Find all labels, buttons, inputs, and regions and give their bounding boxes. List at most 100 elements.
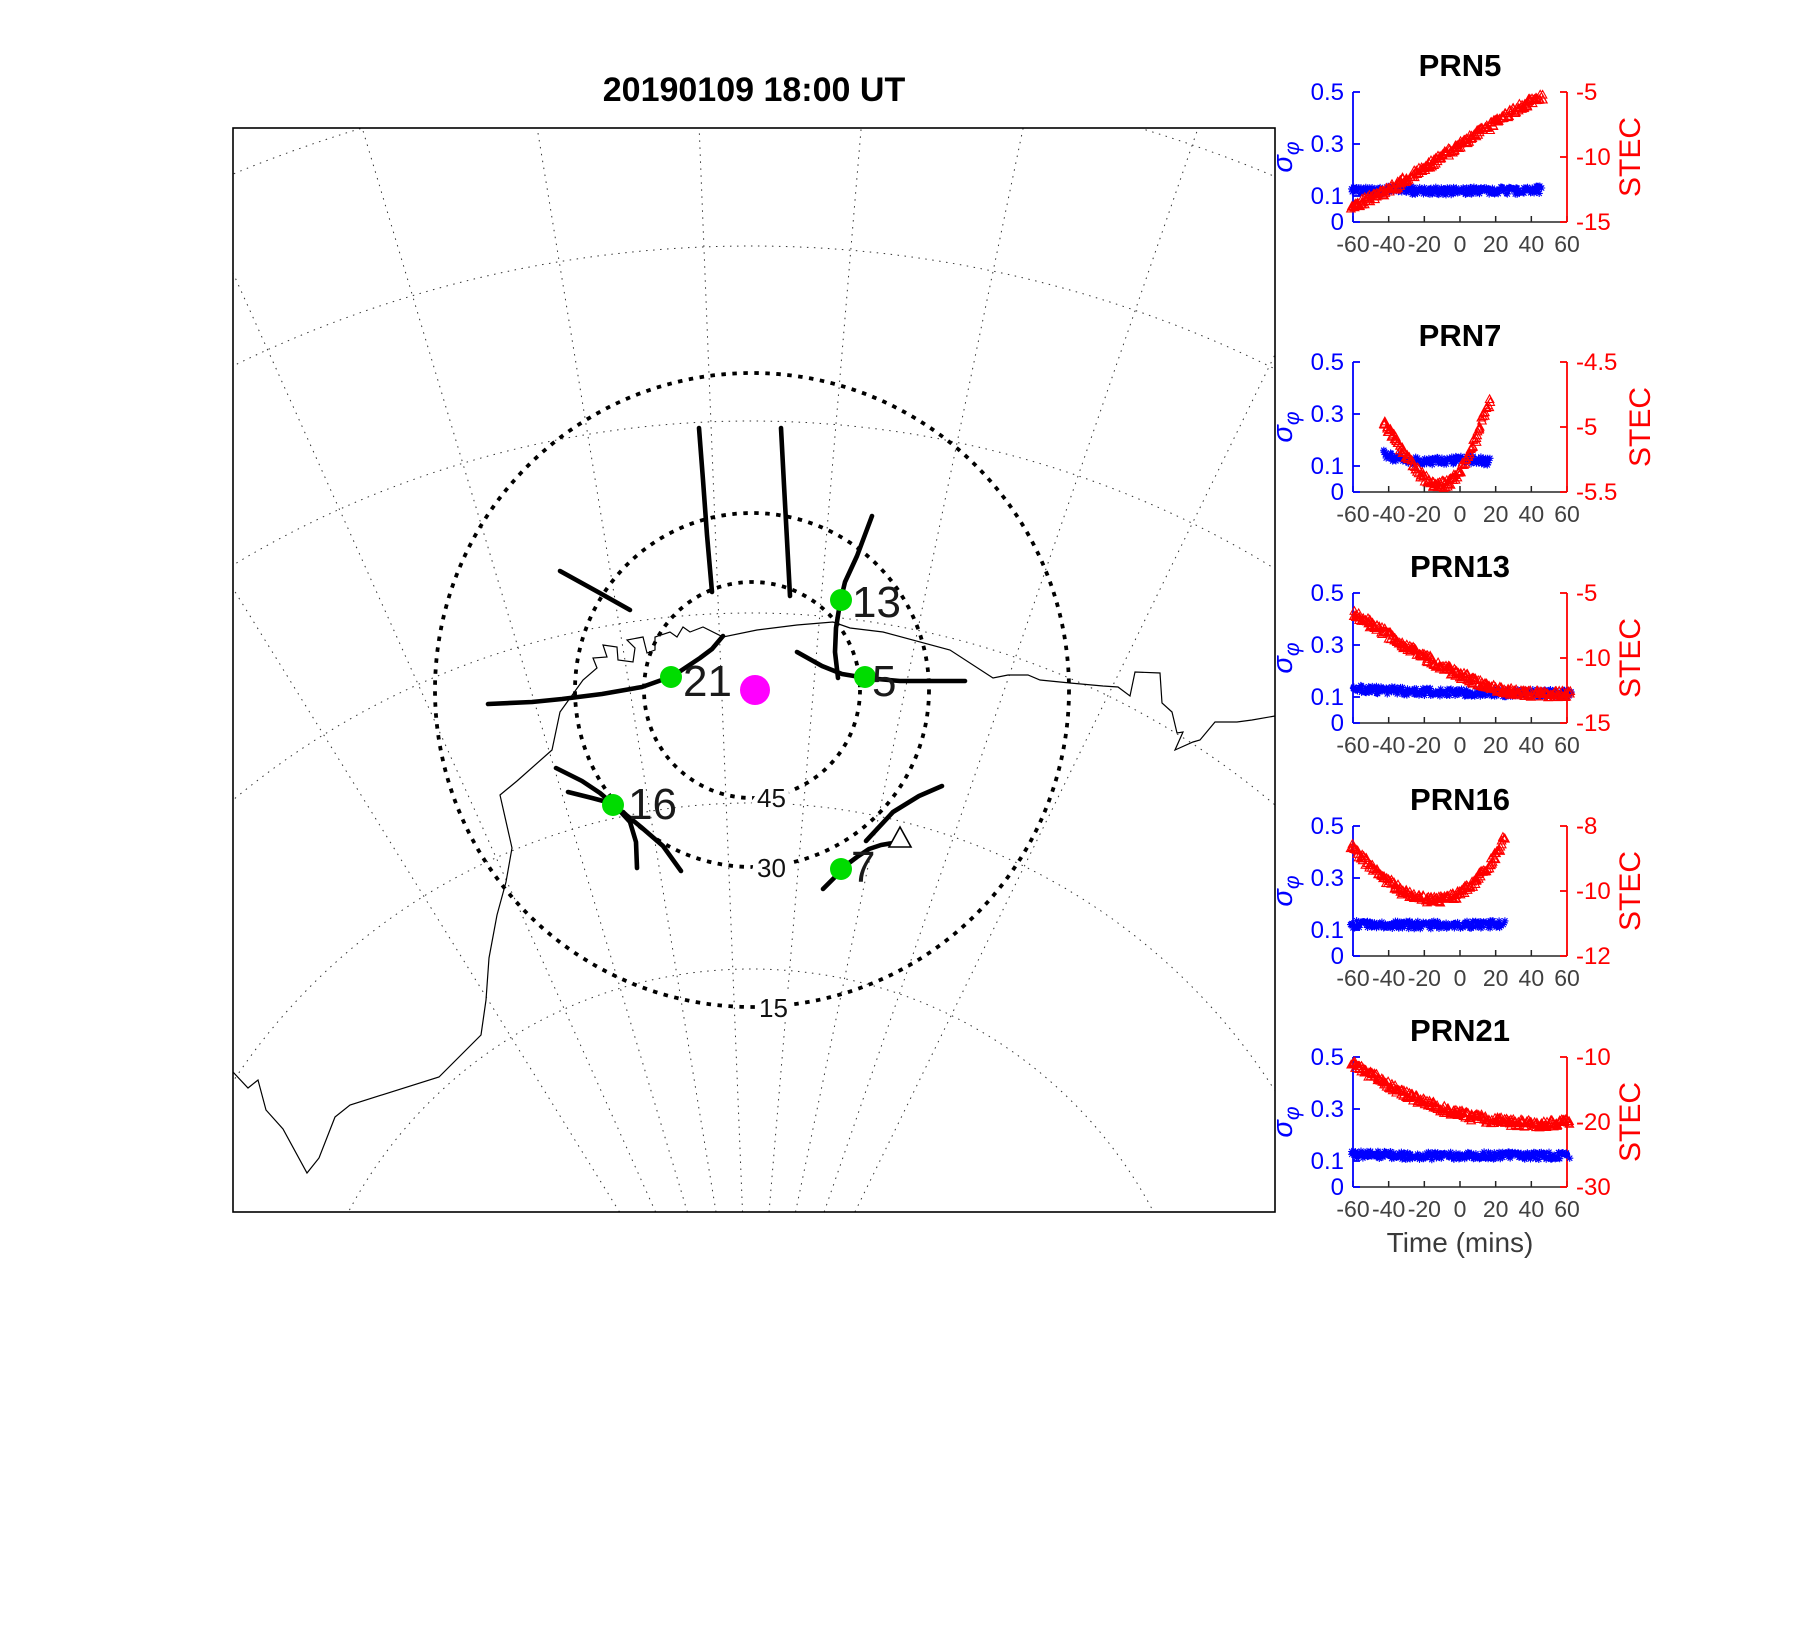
meridian-line [536, 128, 717, 1212]
subplot-title: PRN21 [1410, 1013, 1510, 1048]
stec-tick-label: -5.5 [1576, 479, 1617, 506]
sigma-tick-label: 0.5 [1311, 813, 1344, 840]
x-tick-label: 20 [1483, 231, 1509, 257]
sigma-phi-axis-label: σφ [1267, 875, 1304, 907]
meridian-line [795, 128, 1024, 1212]
elevation-ring [642, 580, 862, 800]
stec-tick-label: -5 [1576, 414, 1597, 441]
x-tick-label: 20 [1483, 1196, 1509, 1222]
sigma_phi-series [1347, 917, 1509, 933]
triangle-marker [887, 825, 913, 848]
meridian-line [768, 128, 862, 1212]
stec-series [1346, 1056, 1575, 1132]
satellite-track [485, 633, 726, 707]
x-tick-label: -20 [1408, 732, 1441, 758]
x-tick-label: -40 [1372, 231, 1405, 257]
satellite-track [557, 568, 633, 613]
sigma-tick-label: 0.1 [1311, 1148, 1344, 1175]
stec-series [1348, 605, 1576, 702]
x-tick-label: -60 [1336, 1196, 1369, 1222]
x-tick-label: 40 [1519, 965, 1545, 991]
sigma_phi-series [1348, 1147, 1574, 1164]
x-tick-label: 40 [1519, 501, 1545, 527]
satellite-track [863, 783, 945, 844]
sigma-tick-label: 0.3 [1311, 632, 1344, 659]
sigma-tick-label: 0.5 [1311, 79, 1344, 106]
coastline [233, 621, 1275, 1175]
meridian-line [823, 128, 1199, 1212]
coastline-path [233, 621, 1275, 1175]
x-tick-label: -40 [1372, 501, 1405, 527]
x-tick-label: 20 [1483, 501, 1509, 527]
stec-tick-label: -4.5 [1576, 349, 1617, 376]
stec-tick-label: -10 [1576, 1044, 1611, 1071]
x-tick-label: 60 [1554, 501, 1580, 527]
subplot-title: PRN7 [1419, 318, 1502, 353]
sigma-tick-label: 0.3 [1311, 865, 1344, 892]
satellite-track [778, 425, 793, 599]
satellite-dot [854, 666, 876, 688]
stec-tick-label: -5 [1576, 79, 1597, 106]
meridian-line [233, 271, 657, 1212]
sigma-tick-label: 0 [1331, 209, 1344, 236]
x-tick-label: -40 [1372, 1196, 1405, 1222]
satellite-track [696, 425, 715, 595]
x-tick-label: -60 [1336, 732, 1369, 758]
x-tick-label: -40 [1372, 732, 1405, 758]
x-tick-label: -60 [1336, 231, 1369, 257]
satellite-dot [602, 794, 624, 816]
subplot-prn16: PRN16 σφ STEC -60 -40 -20 0 20 40 6000.10.30.5… [1267, 782, 1647, 991]
x-tick-label: 60 [1554, 1196, 1580, 1222]
x-tick-label: 0 [1454, 965, 1467, 991]
meridian-line [233, 587, 620, 1212]
x-tick-label: -40 [1372, 965, 1405, 991]
stec-tick-label: -5 [1576, 580, 1597, 607]
stec-axis-label: STEC [1614, 851, 1647, 931]
stec-axis-label: STEC [1614, 117, 1647, 197]
elevation-ring [433, 371, 1071, 1009]
satellite-tracks [485, 425, 968, 892]
sigma-tick-label: 0.3 [1311, 1096, 1344, 1123]
stec-series [1345, 89, 1549, 213]
sigma-tick-label: 0.1 [1311, 453, 1344, 480]
sigma-tick-label: 0.5 [1311, 349, 1344, 376]
stec-axis-label: STEC [1624, 387, 1657, 467]
map-title: 20190109 18:00 UT [603, 71, 906, 109]
x-tick-label: 40 [1519, 231, 1545, 257]
elevation-ring [573, 511, 931, 869]
graticule-grid [233, 128, 1275, 1212]
parallel-line [233, 245, 1275, 370]
sigma-tick-label: 0 [1331, 1174, 1344, 1201]
stec-tick-label: -8 [1576, 813, 1597, 840]
map-border [232, 127, 1276, 1213]
satellite-label: 5 [872, 657, 896, 706]
elevation-ring-label: 15 [759, 993, 788, 1023]
parallel-line [233, 802, 1275, 1092]
sky-map: 20190109 18:00 UT 45 30 15 13 21 5 16 7 [232, 71, 1276, 1213]
stec-axis-label: STEC [1614, 618, 1647, 698]
stec-tick-label: -10 [1576, 878, 1611, 905]
subplot-prn7: PRN7 σφ STEC -60 -40 -20 0 20 40 6000.10.30.5-… [1267, 318, 1657, 527]
stec-axis-label: STEC [1614, 1082, 1647, 1162]
elevation-rings: 45 30 15 [433, 371, 1071, 1028]
sigma-phi-axis-label: σφ [1267, 141, 1304, 173]
stec-tick-label: -12 [1576, 943, 1611, 970]
satellite-dot [660, 666, 682, 688]
sigma-tick-label: 0.1 [1311, 917, 1344, 944]
sigma-tick-label: 0 [1331, 479, 1344, 506]
satellite-track [820, 840, 896, 892]
satellite-label: 16 [628, 780, 677, 829]
x-tick-label: 0 [1454, 1196, 1467, 1222]
subplot-title: PRN13 [1410, 549, 1510, 584]
x-tick-label: 40 [1519, 1196, 1545, 1222]
subplot-title: PRN5 [1419, 48, 1502, 83]
x-tick-label: 60 [1554, 732, 1580, 758]
map-markers: 13 21 5 16 7 [602, 578, 913, 892]
satellite-label: 21 [683, 657, 732, 706]
sigma-tick-label: 0.1 [1311, 183, 1344, 210]
stec-series [1345, 831, 1511, 907]
parallel-line [233, 420, 1275, 570]
sigma-tick-label: 0 [1331, 710, 1344, 737]
